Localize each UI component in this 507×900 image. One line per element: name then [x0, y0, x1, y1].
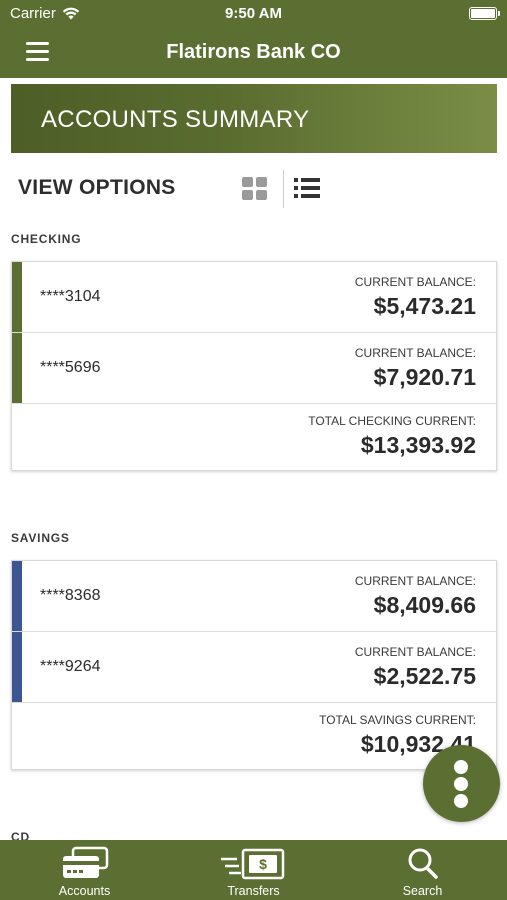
balance-label: CURRENT BALANCE: — [354, 574, 476, 588]
bottom-tab-bar: Accounts $ Transfers Search — [0, 840, 507, 900]
accounts-icon — [62, 846, 108, 878]
grid-view-icon[interactable] — [242, 177, 268, 201]
accounts-summary-banner: ACCOUNTS SUMMARY — [11, 84, 497, 153]
savings-accent — [12, 632, 22, 702]
total-label: TOTAL CHECKING CURRENT: — [308, 414, 476, 428]
balance-label: CURRENT BALANCE: — [354, 275, 476, 289]
balance-value: $7,920.71 — [373, 364, 476, 390]
tab-accounts[interactable]: Accounts — [0, 840, 169, 900]
tab-transfers[interactable]: $ Transfers — [169, 840, 338, 900]
carrier-indicator: Carrier — [10, 5, 80, 22]
account-row[interactable]: ****3104 CURRENT BALANCE: $5,473.21 — [12, 262, 496, 333]
tab-search[interactable]: Search — [338, 840, 507, 900]
savings-accent — [12, 561, 22, 631]
checking-card: ****3104 CURRENT BALANCE: $5,473.21 ****… — [11, 261, 497, 471]
account-row[interactable]: ****9264 CURRENT BALANCE: $2,522.75 — [12, 632, 496, 703]
balance-value: $5,473.21 — [373, 293, 476, 319]
more-options-fab[interactable] — [423, 745, 500, 822]
view-options-separator — [283, 170, 284, 208]
account-number: ****3104 — [40, 288, 101, 305]
account-row[interactable]: ****5696 CURRENT BALANCE: $7,920.71 — [12, 333, 496, 404]
view-options-bar: VIEW OPTIONS — [0, 160, 507, 216]
header-divider — [0, 78, 507, 83]
status-bar: Carrier 9:50 AM — [0, 0, 507, 28]
account-row[interactable]: ****8368 CURRENT BALANCE: $8,409.66 — [12, 561, 496, 632]
checking-accent — [12, 333, 22, 403]
account-number: ****9264 — [40, 658, 101, 675]
carrier-label: Carrier — [10, 5, 56, 22]
app-header: Carrier 9:50 AM Flatirons Bank CO — [0, 0, 507, 78]
account-number: ****8368 — [40, 587, 101, 604]
svg-text:$: $ — [259, 856, 267, 872]
list-view-icon[interactable] — [294, 177, 320, 199]
balance-value: $2,522.75 — [373, 663, 476, 689]
total-value: $13,393.92 — [360, 432, 476, 458]
transfers-icon: $ — [220, 848, 284, 880]
savings-card: ****8368 CURRENT BALANCE: $8,409.66 ****… — [11, 560, 497, 770]
checking-section-label: CHECKING — [11, 232, 82, 246]
banner-title: ACCOUNTS SUMMARY — [41, 106, 310, 133]
hamburger-menu-icon[interactable] — [26, 42, 49, 62]
view-options-label: VIEW OPTIONS — [18, 176, 176, 199]
total-label: TOTAL SAVINGS CURRENT: — [319, 713, 476, 727]
account-number: ****5696 — [40, 359, 101, 376]
savings-total: TOTAL SAVINGS CURRENT: $10,932.41 — [12, 703, 496, 769]
tab-label: Transfers — [227, 884, 280, 898]
battery-icon — [469, 7, 500, 20]
balance-label: CURRENT BALANCE: — [354, 645, 476, 659]
search-icon — [408, 848, 438, 879]
status-time: 9:50 AM — [225, 5, 282, 22]
savings-section-label: SAVINGS — [11, 531, 70, 545]
wifi-icon — [62, 7, 80, 20]
tab-label: Accounts — [58, 884, 111, 898]
balance-label: CURRENT BALANCE: — [354, 346, 476, 360]
checking-total: TOTAL CHECKING CURRENT: $13,393.92 — [12, 404, 496, 470]
balance-value: $8,409.66 — [373, 592, 476, 618]
checking-accent — [12, 262, 22, 332]
page-title: Flatirons Bank CO — [166, 41, 341, 63]
nav-bar: Flatirons Bank CO — [0, 28, 507, 78]
tab-label: Search — [402, 884, 443, 898]
more-vertical-icon — [454, 760, 468, 774]
